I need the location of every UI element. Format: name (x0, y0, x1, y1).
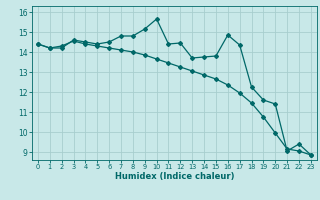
X-axis label: Humidex (Indice chaleur): Humidex (Indice chaleur) (115, 172, 234, 181)
